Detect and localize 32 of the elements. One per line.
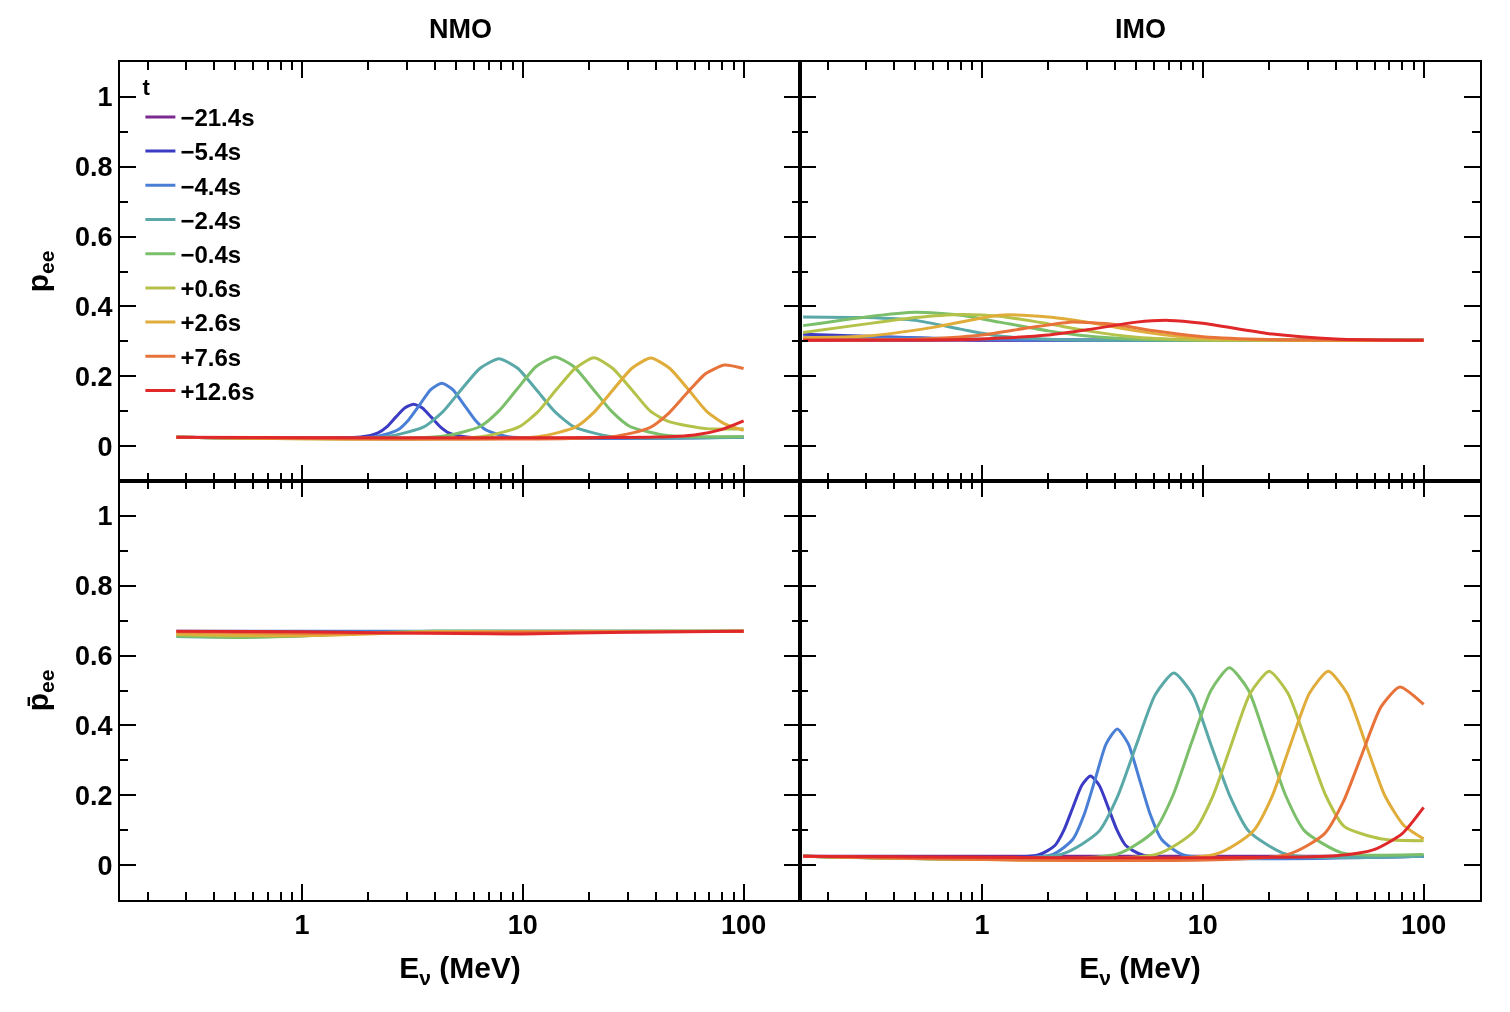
legend-label: −5.4s: [180, 138, 242, 166]
legend-title: t: [142, 74, 151, 100]
legend-label: +0.6s: [180, 275, 242, 303]
x-tick-label: 1: [974, 910, 990, 941]
legend-label: −0.4s: [180, 241, 242, 269]
y-tick-label: 1: [97, 82, 113, 113]
y-tick-label: 0.8: [75, 571, 113, 602]
legend-label: −2.4s: [180, 206, 242, 234]
x-axis-title: E$_{ν}$ (MeV): [399, 951, 521, 989]
x-tick-label: 1: [294, 910, 310, 941]
chart-title: IMO: [1115, 14, 1166, 44]
legend-label: +2.6s: [180, 309, 242, 337]
y-tick-label: 0.8: [75, 152, 113, 183]
x-tick-label: 100: [721, 910, 767, 941]
x-tick-label: 10: [507, 910, 538, 941]
x-tick-label: 100: [1401, 910, 1447, 941]
y-tick-label: 0.2: [75, 361, 113, 392]
y-tick-label: 0.4: [75, 710, 113, 741]
y-tick-label: 0.6: [75, 641, 113, 672]
y-tick-label: 0.6: [75, 222, 113, 253]
y-tick-label: 0.2: [75, 780, 113, 811]
legend-label: −4.4s: [180, 172, 242, 200]
y-tick-label: 0.4: [75, 291, 113, 322]
legend-label: −21.4s: [180, 104, 255, 132]
y-tick-label: 1: [97, 501, 113, 532]
chart-title: NMO: [429, 14, 492, 44]
y-tick-label: 0: [97, 431, 113, 462]
y-tick-label: 0: [97, 850, 113, 881]
x-tick-label: 10: [1187, 910, 1218, 941]
x-axis-title: E$_{ν}$ (MeV): [1079, 951, 1201, 989]
legend-label: +7.6s: [180, 343, 242, 371]
legend-label: +12.6s: [180, 377, 255, 405]
